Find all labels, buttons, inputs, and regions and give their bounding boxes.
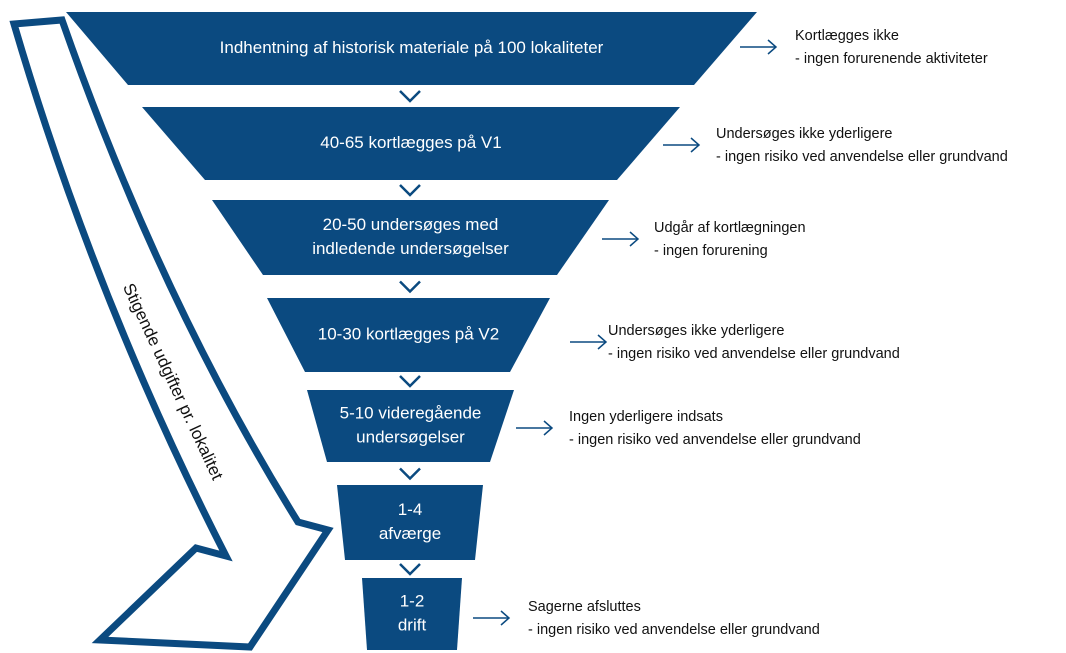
note-text: Kortlægges ikke (795, 28, 899, 44)
funnel-stage (362, 578, 462, 650)
funnel-stage (66, 12, 757, 85)
chevron (399, 90, 421, 103)
chevron (399, 280, 421, 294)
note-text: - ingen risiko ved anvendelse eller grun… (528, 622, 820, 638)
stage-label: 20-50 undersøges med (323, 215, 499, 234)
note-arrowhead (690, 137, 701, 153)
note-arrowhead (767, 39, 778, 55)
note-text: - ingen forurenende aktiviteter (795, 51, 988, 67)
stage-label: 5-10 videregående (340, 403, 482, 422)
note-text: - ingen forurening (654, 243, 768, 259)
note-text: - ingen risiko ved anvendelse eller grun… (569, 432, 861, 448)
stage-label: indledende undersøgelser (312, 239, 509, 258)
stage-label: 40-65 kortlægges på V1 (320, 133, 501, 152)
stage-label: drift (398, 615, 427, 634)
stage-label: afværge (379, 524, 441, 543)
note-text: - ingen risiko ved anvendelse eller grun… (608, 346, 900, 362)
note-text: Ingen yderligere indsats (569, 409, 723, 425)
chevron (399, 184, 421, 197)
note-arrowhead (543, 420, 554, 436)
cost-arrow (9, 16, 334, 651)
funnel-stage (307, 390, 514, 462)
funnel-stage (142, 107, 680, 180)
note-text: Undersøges ikke yderligere (716, 126, 893, 142)
note-arrowhead (500, 610, 511, 626)
funnel-stage (267, 298, 550, 372)
note-arrowhead (629, 231, 640, 247)
chevron (399, 563, 421, 576)
stage-label: undersøgelser (356, 427, 465, 446)
note-text: - ingen risiko ved anvendelse eller grun… (716, 149, 1008, 165)
stage-label: 1-4 (398, 500, 423, 519)
chevron (399, 375, 421, 388)
funnel-stage (337, 485, 483, 560)
stage-label: Indhentning af historisk materiale på 10… (220, 38, 604, 57)
note-arrowhead (597, 334, 608, 350)
stage-label: 1-2 (400, 591, 425, 610)
stage-label: 10-30 kortlægges på V2 (318, 324, 499, 343)
note-text: Undersøges ikke yderligere (608, 323, 785, 339)
note-text: Sagerne afsluttes (528, 599, 641, 615)
chevron (399, 467, 421, 481)
note-text: Udgår af kortlægningen (654, 220, 806, 236)
funnel-stage (212, 200, 609, 275)
